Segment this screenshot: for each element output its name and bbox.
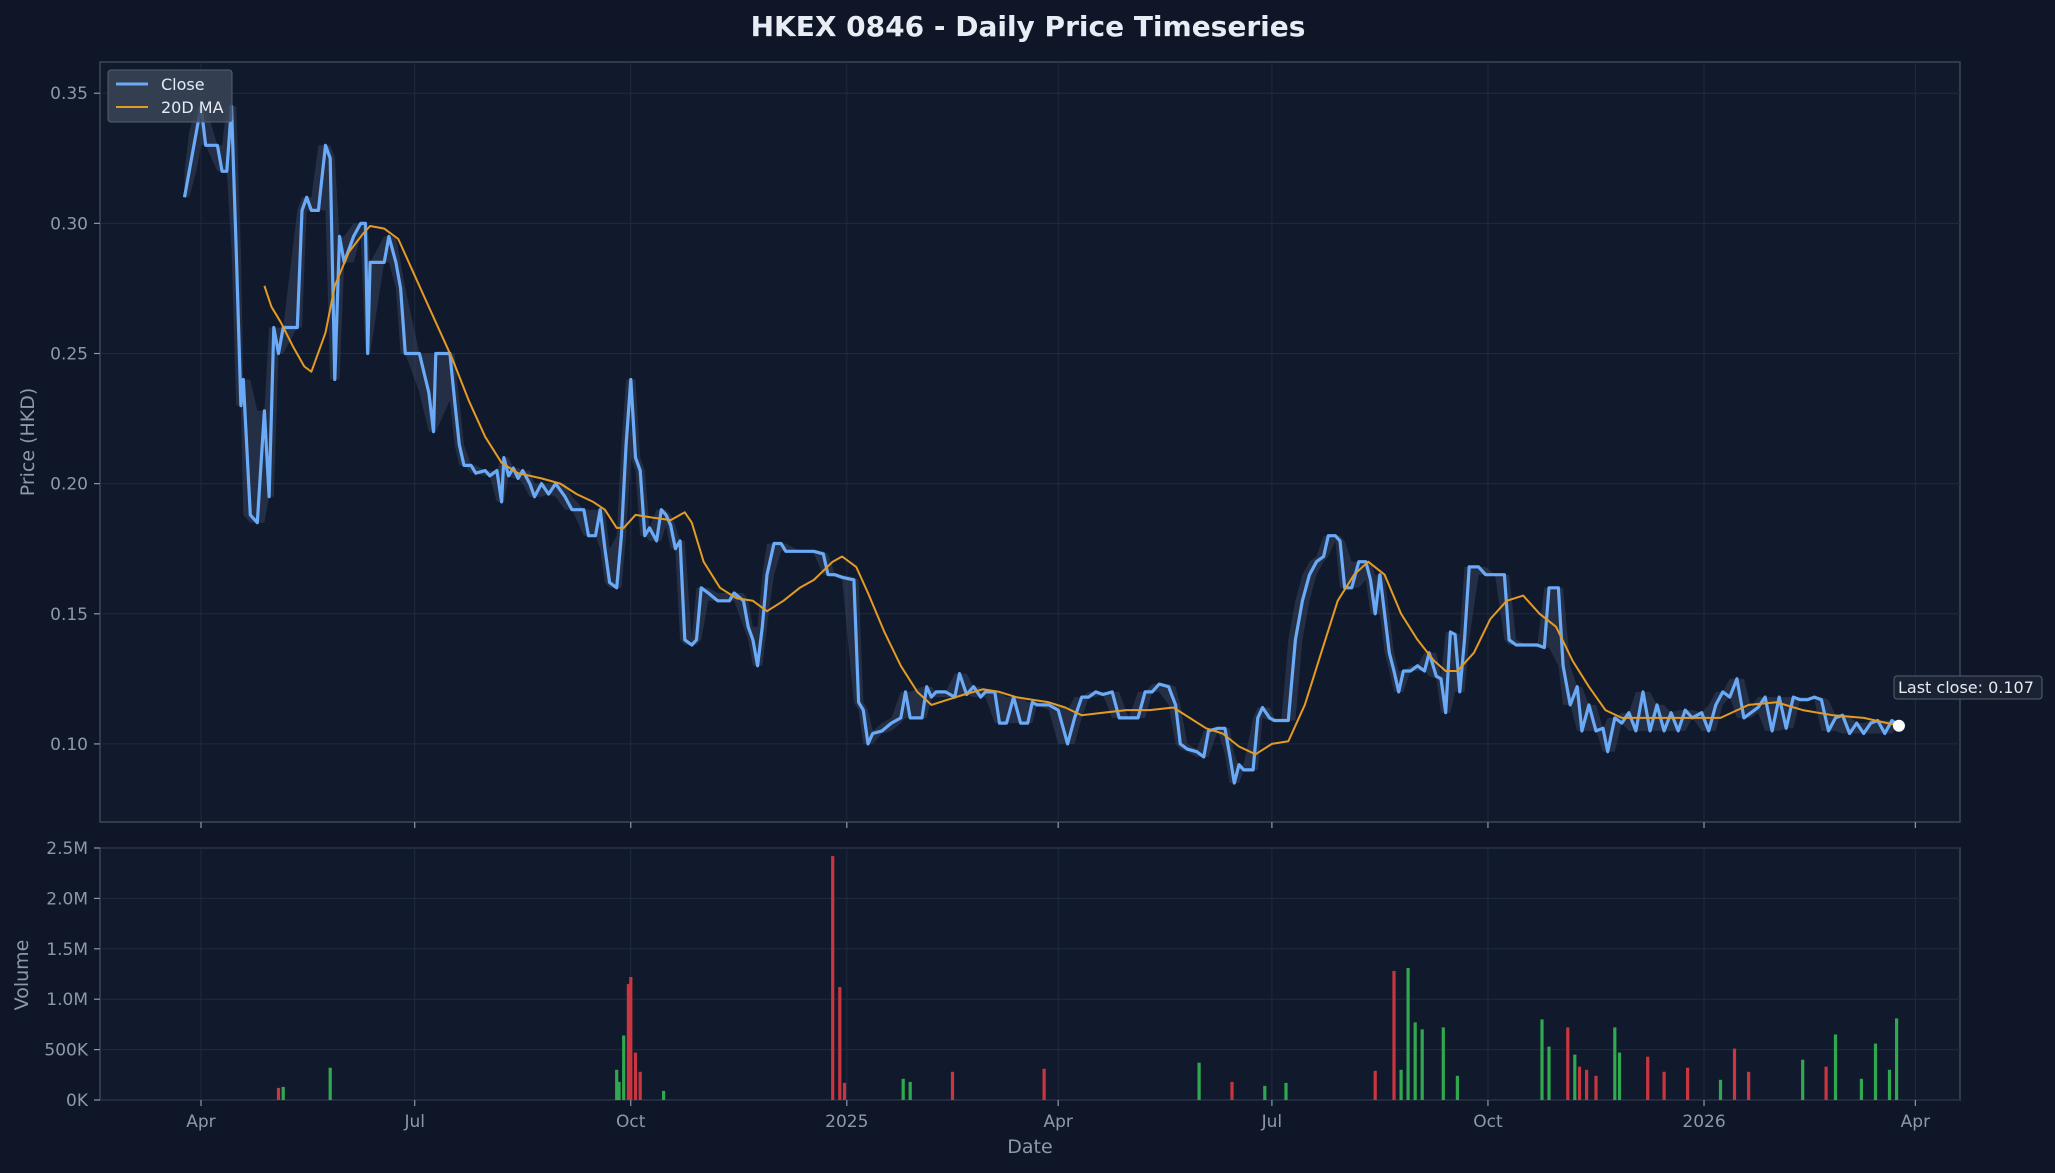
x-tick-label: Oct: [616, 1112, 646, 1132]
volume-bar: [1373, 1070, 1377, 1100]
legend-label: Close: [161, 75, 205, 94]
legend: Close 20D MA: [107, 69, 233, 123]
volume-bar: [1284, 1082, 1288, 1100]
volume-bar: [1406, 968, 1410, 1100]
x-axis-ticks: Apr Jul Oct 2025 Apr Jul Oct 2026 Apr: [186, 822, 1930, 1132]
volume-bar: [328, 1067, 332, 1100]
volume-bar: [1833, 1034, 1838, 1100]
volume-bar: [638, 1071, 642, 1100]
last-close-annotation: Last close: 0.107: [1892, 675, 2043, 732]
price-series: [182, 104, 1900, 785]
volume-bar: [1420, 1029, 1424, 1100]
volume-bar: [1455, 1075, 1459, 1100]
x-tick-label: Apr: [186, 1112, 215, 1132]
volume-tick-label: 1.5M: [46, 940, 88, 960]
volume-bar: [1263, 1085, 1267, 1100]
volume-bars: [276, 856, 1899, 1100]
volume-bar: [1686, 1067, 1690, 1100]
volume-bar: [629, 977, 633, 1100]
x-tick-label: Jul: [403, 1112, 425, 1132]
volume-bar: [1594, 1075, 1598, 1100]
volume-bar: [622, 1035, 626, 1100]
x-tick-label: Apr: [1043, 1112, 1072, 1132]
volume-bar: [1577, 1066, 1582, 1100]
volume-bar: [617, 1081, 621, 1100]
legend-label: 20D MA: [161, 98, 224, 117]
y-tick-label: 0.15: [50, 605, 88, 625]
volume-bar: [1801, 1059, 1805, 1100]
volume-panel: [99, 847, 1961, 1101]
volume-bar: [901, 1078, 905, 1100]
volume-bar: [908, 1081, 912, 1100]
x-tick-label: Oct: [1473, 1112, 1503, 1132]
volume-bar: [1392, 971, 1396, 1100]
volume-bar: [950, 1071, 955, 1100]
last-close-marker: [1892, 719, 1905, 732]
volume-bar: [831, 856, 835, 1100]
close-range-band: [184, 106, 1899, 783]
volume-bar: [1042, 1068, 1046, 1100]
volume-bar: [662, 1090, 666, 1100]
close-line: [182, 104, 1900, 785]
chart-title: HKEX 0846 - Daily Price Timeseries: [751, 10, 1306, 43]
volume-bar: [1662, 1071, 1666, 1100]
x-tick-label: 2026: [1682, 1112, 1725, 1132]
ma-line: [263, 225, 1900, 756]
volume-bar: [1895, 1018, 1899, 1100]
x-tick-label: 2025: [825, 1112, 868, 1132]
volume-bar: [1646, 1056, 1650, 1100]
volume-bar: [1873, 1043, 1878, 1100]
volume-bar: [281, 1086, 285, 1100]
x-tick-label: Apr: [1901, 1112, 1930, 1132]
last-close-box: [1893, 675, 2043, 700]
volume-bar: [276, 1087, 281, 1100]
volume-tick-label: 0K: [66, 1091, 89, 1111]
x-axis-label: Date: [1007, 1136, 1052, 1158]
y-tick-label: 0.30: [50, 214, 88, 234]
volume-bar: [1887, 1069, 1892, 1100]
volume-bar: [626, 984, 630, 1100]
price-y-ticks: 0.10 0.15 0.20 0.25 0.30 0.35: [50, 84, 100, 755]
volume-bar: [615, 1069, 619, 1100]
volume-bar: [1824, 1066, 1828, 1100]
volume-bar: [1230, 1081, 1234, 1100]
y-tick-label: 0.20: [50, 475, 88, 495]
volume-bar: [1566, 1027, 1570, 1100]
volume-tick-label: 1.0M: [46, 990, 88, 1010]
x-tick-label: Jul: [1261, 1112, 1283, 1132]
volume-bar: [1718, 1079, 1723, 1100]
last-close-label: Last close: 0.107: [1898, 678, 2034, 697]
volume-bar: [1399, 1069, 1403, 1100]
volume-bar: [633, 1052, 638, 1100]
volume-bar: [1613, 1027, 1617, 1100]
volume-bar: [1747, 1071, 1751, 1100]
volume-bar: [1585, 1069, 1589, 1100]
volume-bar: [838, 987, 842, 1100]
volume-bar: [1197, 1062, 1201, 1100]
volume-tick-label: 500K: [44, 1041, 88, 1061]
volume-bar: [842, 1082, 847, 1100]
volume-bar: [1732, 1048, 1737, 1100]
volume-bar: [1547, 1046, 1551, 1100]
price-y-label: Price (HKD): [17, 388, 39, 497]
volume-tick-label: 2.5M: [46, 839, 88, 859]
price-panel: [99, 61, 1961, 823]
volume-bar: [1617, 1052, 1622, 1100]
volume-bar: [1441, 1027, 1445, 1100]
volume-bar: [1859, 1078, 1863, 1100]
y-tick-label: 0.10: [50, 735, 88, 755]
volume-y-ticks: 0K 500K 1.0M 1.5M 2.0M 2.5M: [44, 839, 100, 1111]
y-tick-label: 0.25: [50, 345, 88, 365]
y-tick-label: 0.35: [50, 84, 88, 104]
volume-bar: [1413, 1022, 1417, 1100]
volume-tick-label: 2.0M: [46, 889, 88, 909]
volume-bar: [1540, 1019, 1544, 1100]
volume-bar: [1573, 1054, 1577, 1100]
volume-y-label: Volume: [11, 940, 33, 1011]
